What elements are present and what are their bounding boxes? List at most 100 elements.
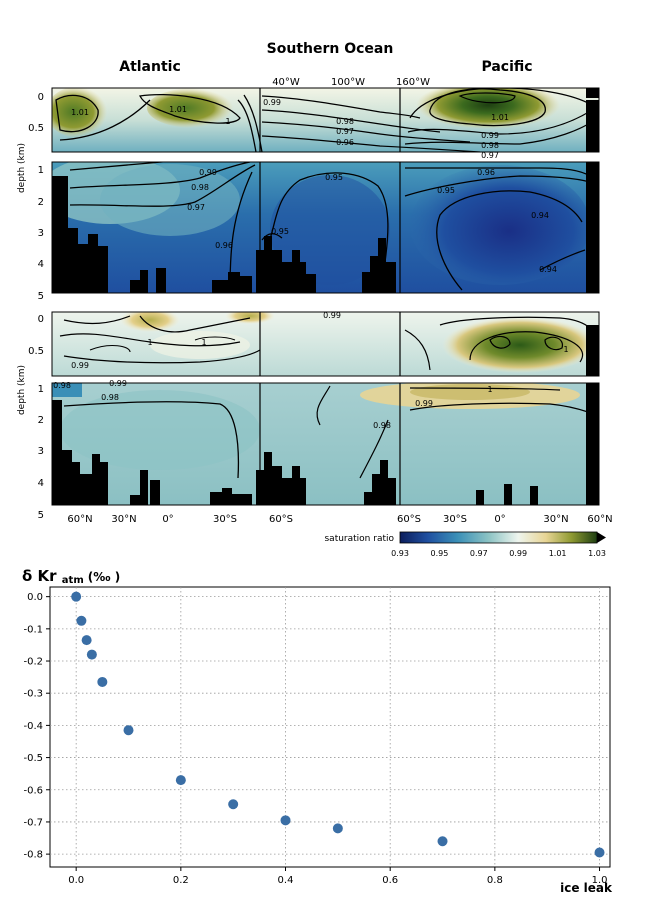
contour-label: 0.99	[71, 361, 89, 370]
contour-labels: 1.01 1.01 1 0.99 0.98 0.97 0.96 1.01 0.9…	[53, 98, 568, 430]
contour-label: 1	[563, 345, 568, 354]
scatter-point	[228, 799, 239, 810]
scatter-plot-area	[49, 586, 611, 868]
scatter-point	[71, 591, 82, 602]
y-tick-label: 0	[38, 314, 44, 325]
contour-label: 0.99	[481, 131, 499, 140]
top-axis-tick: 40°W	[272, 77, 300, 88]
scatter-point	[280, 815, 291, 826]
y-tick-label: 2	[38, 415, 44, 426]
x-tick-label: 0.4	[278, 875, 294, 886]
contour-label: 1.01	[71, 108, 89, 117]
contour-label: 0.94	[531, 211, 549, 220]
contour-label: 0.94	[539, 265, 557, 274]
contour-label: 0.98	[373, 421, 391, 430]
y-tick-label: -0.1	[23, 624, 43, 635]
contour-label: 0.97	[481, 151, 499, 160]
heatmap-top-lower	[52, 162, 599, 293]
heatmap-bottom-upper	[52, 312, 599, 376]
colorbar-tick-label: 0.95	[430, 549, 448, 558]
y-tick-label: -0.2	[23, 657, 43, 668]
heatmap-ylabel: depth (km)	[17, 143, 27, 193]
contour-label: 0.99	[415, 399, 433, 408]
y-tick-label: 0.5	[28, 346, 44, 357]
y-tick-label: 0.5	[28, 123, 44, 134]
x-tick-label: 0.0	[68, 875, 84, 886]
y-tick-label: 3	[38, 446, 44, 457]
x-tick-label: 0.6	[382, 875, 398, 886]
colorbar-tick-label: 0.93	[391, 549, 409, 558]
top-axis-tick: 100°W	[331, 77, 365, 88]
x-tick-label: 0.2	[173, 875, 189, 886]
heatmap-ylabel: depth (km)	[17, 365, 27, 415]
colorbar-arrow	[597, 532, 606, 543]
x-tick-label: 0°	[162, 514, 173, 525]
region-dividers	[259, 88, 401, 505]
y-tick-label: 0.0	[27, 592, 43, 603]
contour-label: 1	[147, 338, 152, 347]
y-tick-label: 4	[38, 259, 44, 270]
contour-label: 1.01	[169, 105, 187, 114]
y-tick-label: 2	[38, 197, 44, 208]
bathymetry-atlantic	[52, 176, 108, 293]
contour-label: 0.98	[481, 141, 499, 150]
y-tick-label: 3	[38, 228, 44, 239]
y-tick-label: 1	[38, 165, 44, 176]
contour-label: 1	[201, 338, 206, 347]
x-tick-label: 0°	[494, 514, 505, 525]
bathymetry-atlantic	[52, 400, 108, 505]
scatter-xlabel: ice leak	[560, 881, 613, 895]
colorbar	[399, 531, 598, 544]
contour-label: 0.96	[336, 138, 354, 147]
x-tick-label: 30°S	[213, 514, 237, 525]
contour-label: 1.01	[491, 113, 509, 122]
contour-label: 0.95	[437, 186, 455, 195]
contour-label: 0.95	[325, 173, 343, 182]
scatter-ylabel: δ Kr atm (‰ )	[22, 567, 120, 586]
colorbar-tick-label: 0.99	[509, 549, 527, 558]
contour-label: 0.99	[263, 98, 281, 107]
contour-label: 0.98	[336, 117, 354, 126]
colorbar-tick-label: 1.03	[588, 549, 606, 558]
scatter-point	[175, 775, 186, 786]
x-tick-label: 30°N	[111, 514, 136, 525]
y-tick-label: -0.6	[23, 785, 43, 796]
x-tick-label: 30°S	[443, 514, 467, 525]
heatmap-title: Southern Ocean	[267, 41, 394, 57]
scatter-point	[86, 649, 97, 660]
x-tick-label: 0.8	[487, 875, 503, 886]
heatmap-bottom-lower	[52, 383, 599, 505]
scatter-grid	[50, 587, 610, 867]
contour-label: 0.98	[191, 183, 209, 192]
y-tick-label: -0.8	[23, 850, 43, 861]
y-tick-label: 5	[38, 510, 44, 521]
contour-label: 0.97	[187, 203, 205, 212]
contour-label: 0.99	[109, 379, 127, 388]
y-tick-label: 4	[38, 478, 44, 489]
scatter-point	[76, 615, 87, 626]
y-tick-label: 1	[38, 384, 44, 395]
contour-label: 0.95	[271, 227, 289, 236]
x-tick-label: 60°S	[397, 514, 421, 525]
x-tick-label: 60°N	[587, 514, 612, 525]
bathymetry-southern	[256, 452, 306, 505]
contour-label: 0.99	[199, 168, 217, 177]
scatter-ticks: 0.0 0.2 0.4 0.6 0.8 1.0 0.0 -0.1 -0.2 -0.3 -0.4 -0.…	[23, 592, 607, 886]
y-tick-label: -0.7	[23, 817, 43, 828]
y-tick-label: 5	[38, 291, 44, 302]
heatmap-top-upper	[52, 88, 599, 152]
y-tick-label: -0.4	[23, 721, 43, 732]
bathymetry-southern	[256, 236, 316, 293]
scatter-point	[437, 836, 448, 847]
region-label-pacific: Pacific	[481, 59, 532, 75]
contour-label: 1	[225, 117, 230, 126]
contour-label: 0.97	[336, 127, 354, 136]
contour-label: 0.96	[215, 241, 233, 250]
contour-label: 0.99	[323, 311, 341, 320]
scatter-point	[81, 635, 92, 646]
scatter-points	[71, 591, 605, 858]
scatter-point	[332, 823, 343, 834]
scatter-point	[97, 676, 108, 687]
y-tick-label: 0	[38, 92, 44, 103]
